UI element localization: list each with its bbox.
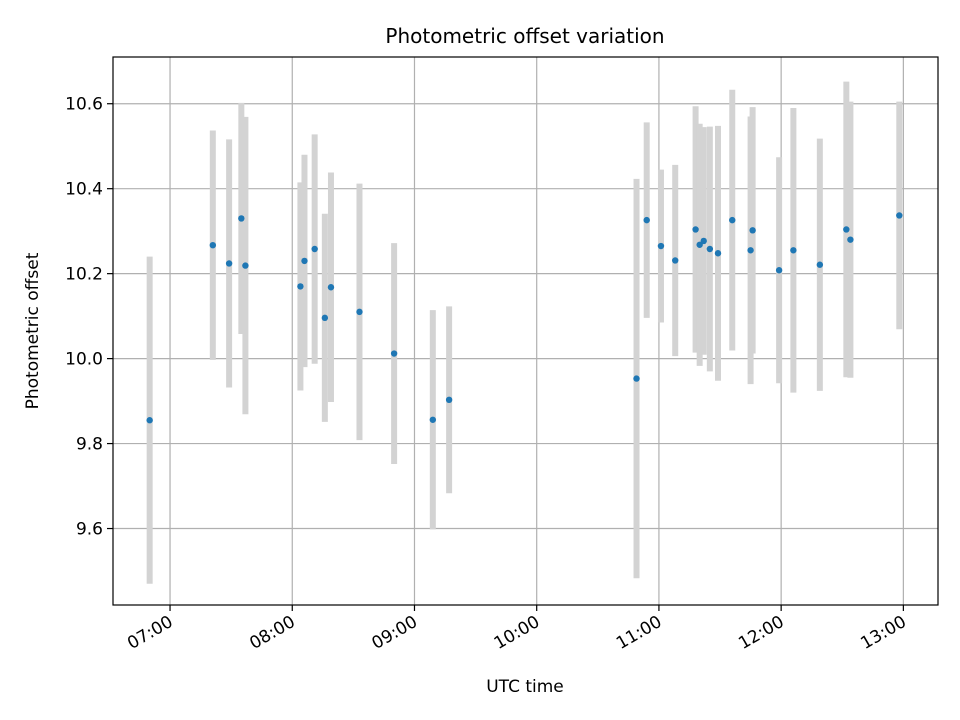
data-point [297,283,304,290]
data-point [790,247,797,254]
data-point [714,250,722,257]
data-point [321,314,329,322]
data-points [146,212,903,424]
y-tick-label: 9.8 [76,435,103,455]
plot-area-frame [112,56,939,606]
data-point [327,284,335,291]
data-point [847,236,854,243]
data-point [696,241,703,248]
x-axis-label: UTC time [486,677,564,697]
data-point [242,262,249,269]
y-tick-label: 10.2 [65,265,103,285]
data-point [657,242,665,250]
data-point [749,227,756,234]
data-point [445,396,453,404]
data-point [747,247,754,254]
data-point [816,261,824,268]
data-point [706,245,714,253]
chart-title: Photometric offset variation [385,24,664,48]
y-axis-ticks: 9.6 9.8 10.0 10.2 10.4 10.6 [65,95,113,540]
data-point [390,350,398,357]
data-point [843,226,850,233]
y-axis-label: Photometric offset [23,252,43,409]
data-point [356,308,363,316]
data-point [301,257,308,265]
y-tick-label: 10.0 [65,350,103,370]
y-tick-label: 9.6 [76,520,103,540]
data-point [238,215,245,222]
data-point [209,241,217,249]
data-point [225,260,233,267]
y-tick-label: 10.4 [65,180,103,200]
data-point [429,416,437,423]
data-point [896,212,903,219]
data-point [672,257,679,264]
data-point [146,417,153,424]
data-point [775,267,783,274]
data-point [692,226,699,233]
data-point [700,237,707,245]
y-tick-label: 10.6 [65,95,103,115]
data-point [729,216,736,224]
data-point [311,245,318,253]
data-point [643,216,650,224]
data-point [633,375,640,382]
